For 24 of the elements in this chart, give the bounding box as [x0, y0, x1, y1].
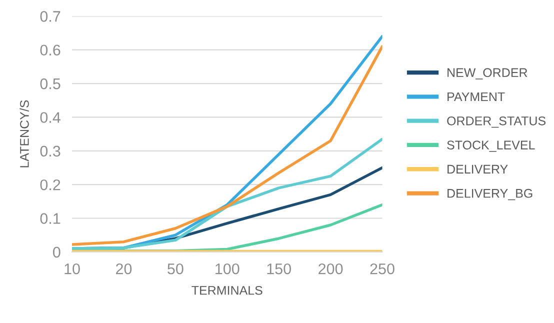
y-tick-label: 0.5 [40, 78, 60, 90]
x-tick-label: 50 [168, 263, 184, 274]
legend-label: ORDER_STATUS [447, 116, 546, 128]
y-tick-label: 0 [53, 246, 60, 258]
legend-label: NEW_ORDER [448, 68, 528, 80]
y-tick-label: 0.3 [40, 146, 60, 157]
y-tick-label: 0.1 [40, 213, 60, 224]
legend-label: DELIVERY_BG [448, 188, 532, 200]
y-tick-label: 0.4 [40, 112, 60, 123]
y-tick-label: 0.2 [40, 179, 60, 190]
x-tick-label: 100 [216, 263, 240, 274]
x-tick-label: 20 [116, 263, 132, 274]
y-axis-title: LATENCY/S [20, 100, 29, 168]
x-tick-label: 150 [267, 263, 291, 274]
legend-label: STOCK_LEVEL [447, 140, 535, 152]
y-tick-label: 0.7 [40, 11, 60, 22]
x-axis-title: TERMINALS [192, 286, 262, 295]
x-tick-label: 250 [370, 263, 394, 274]
legend-label: DELIVERY [448, 164, 508, 174]
x-tick-label: 10 [64, 263, 80, 274]
y-tick-label: 0.6 [40, 44, 60, 56]
line-series [72, 138, 382, 250]
legend-label: PAYMENT [448, 92, 505, 102]
x-tick-label: 200 [318, 263, 343, 274]
